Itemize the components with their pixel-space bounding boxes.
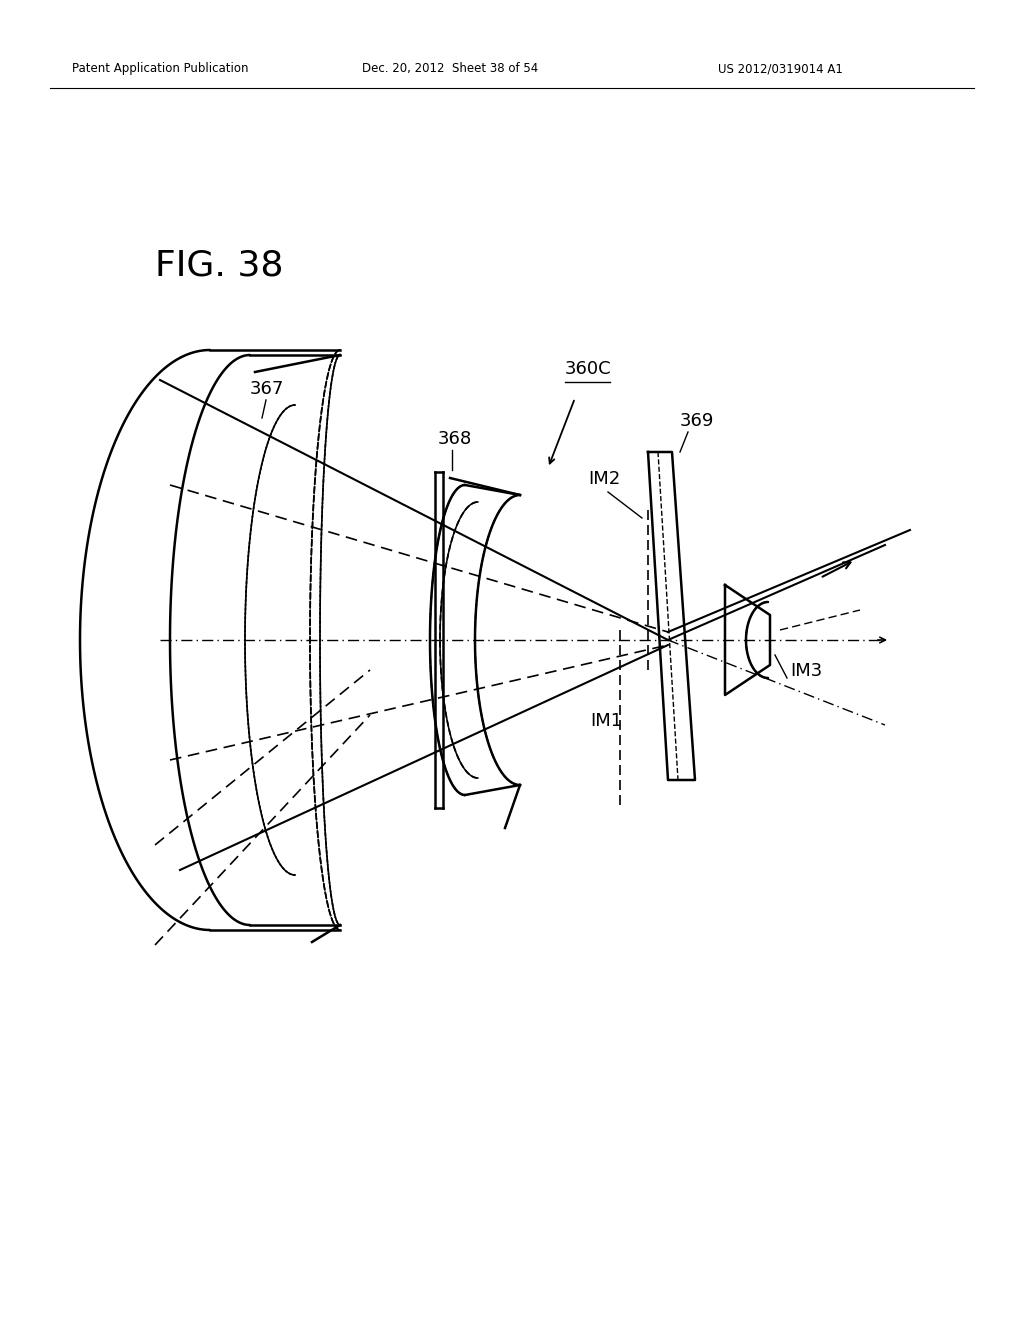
Text: 369: 369 <box>680 412 715 430</box>
Text: 368: 368 <box>438 430 472 447</box>
Text: FIG. 38: FIG. 38 <box>155 248 284 282</box>
Text: IM1: IM1 <box>590 711 623 730</box>
Text: US 2012/0319014 A1: US 2012/0319014 A1 <box>718 62 843 75</box>
Text: Patent Application Publication: Patent Application Publication <box>72 62 249 75</box>
Text: IM2: IM2 <box>588 470 621 488</box>
Text: IM3: IM3 <box>790 663 822 680</box>
Text: 360C: 360C <box>565 360 611 378</box>
Text: 367: 367 <box>250 380 285 399</box>
Text: Dec. 20, 2012  Sheet 38 of 54: Dec. 20, 2012 Sheet 38 of 54 <box>362 62 539 75</box>
